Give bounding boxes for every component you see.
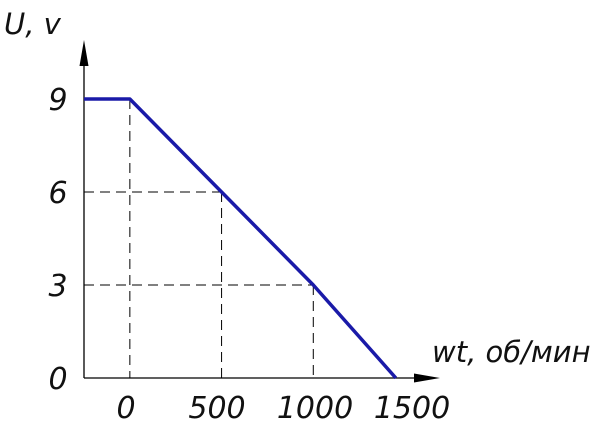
x-tick-label: 500 <box>188 391 245 426</box>
y-tick-label: 3 <box>48 269 67 304</box>
x-axis-title: wt, об/мин <box>432 335 591 369</box>
x-axis-arrow-icon <box>414 373 440 383</box>
y-tick-label: 6 <box>48 176 67 211</box>
x-tick-label: 0 <box>116 391 135 426</box>
y-axis-title: U, v <box>4 7 62 41</box>
guide-lines <box>84 98 314 378</box>
series-layer <box>84 97 398 380</box>
y-tick-label: 0 <box>48 362 67 397</box>
x-tick-label: 1500 <box>374 391 450 426</box>
x-tick-label: 1000 <box>277 391 353 426</box>
y-tick-label: 9 <box>48 83 67 118</box>
y-axis-arrow-icon <box>79 40 89 66</box>
series-line <box>84 97 398 380</box>
